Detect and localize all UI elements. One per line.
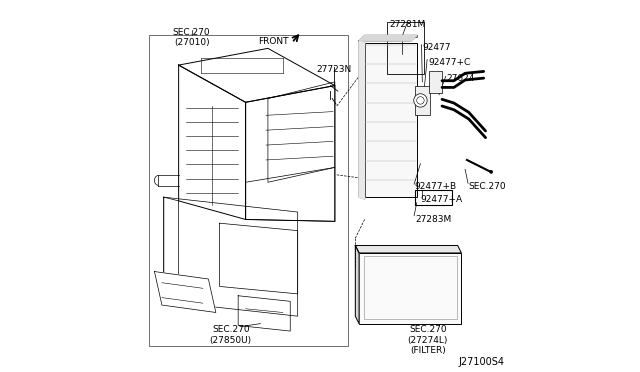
Text: 27624: 27624 [447, 74, 475, 83]
Text: J27100S4: J27100S4 [459, 357, 505, 367]
Text: SEC.270
(27850U): SEC.270 (27850U) [210, 326, 252, 345]
Polygon shape [355, 246, 461, 253]
Bar [415, 190, 452, 205]
Bar [364, 256, 457, 319]
Text: 92477+A: 92477+A [420, 195, 463, 204]
Bar [365, 43, 417, 197]
Text: FRONT: FRONT [258, 37, 289, 46]
Polygon shape [355, 246, 359, 324]
Bar [415, 86, 429, 115]
Text: SEC.270
(27274L)
(FILTER): SEC.270 (27274L) (FILTER) [408, 326, 448, 355]
Text: 27723N: 27723N [317, 65, 352, 74]
Text: 27281M: 27281M [389, 20, 426, 29]
Polygon shape [359, 35, 417, 41]
Text: 27283M: 27283M [415, 215, 451, 224]
Text: 92477: 92477 [422, 43, 451, 52]
Text: 92477+C: 92477+C [428, 58, 470, 67]
Bar [429, 71, 442, 93]
Bar [387, 22, 424, 74]
Polygon shape [154, 272, 216, 312]
Bar [149, 35, 348, 346]
Circle shape [489, 170, 493, 174]
Circle shape [413, 94, 427, 107]
Text: SEC.270
(27010): SEC.270 (27010) [173, 28, 211, 47]
Text: 92477+B: 92477+B [415, 182, 457, 191]
FancyBboxPatch shape [365, 35, 417, 37]
Polygon shape [359, 41, 365, 199]
Bar [359, 253, 461, 324]
Text: SEC.270: SEC.270 [468, 182, 506, 191]
